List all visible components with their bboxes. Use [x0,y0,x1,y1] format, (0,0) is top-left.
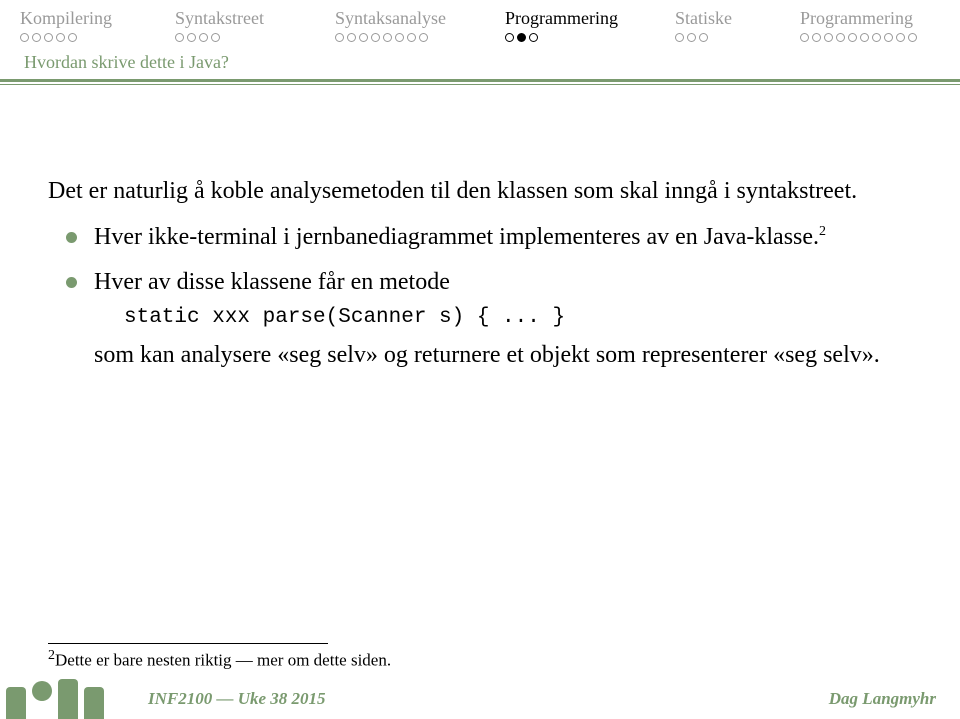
progress-dot [419,33,428,42]
bullet-item: Hver ikke-terminal i jernbanediagrammet … [72,221,912,253]
progress-dot [56,33,65,42]
code-line: static xxx parse(Scanner s) { ... } [124,304,912,332]
logo-bar [58,679,78,719]
progress-dot [699,33,708,42]
logo-icon [0,679,130,719]
progress-dot [800,33,809,42]
nav-sections: Kompilering Syntakstreet Syntaksanalyse Pro… [0,0,960,50]
logo-dot [32,681,52,701]
bullet-text: Hver av disse klassene får en metode [94,269,450,295]
footnote-area: 2Dette er bare nesten riktig — mer om de… [48,643,912,671]
progress-dot [211,33,220,42]
nav-label: Programmering [800,8,913,29]
footnote-body: Dette er bare nesten riktig — mer om det… [55,651,391,670]
progress-dot [44,33,53,42]
nav-item[interactable]: Programmering [800,8,940,48]
progress-dot [675,33,684,42]
progress-dot [860,33,869,42]
footer: INF2100 — Uke 38 2015 Dag Langmyhr [0,679,960,719]
progress-dot [175,33,184,42]
progress-dot [371,33,380,42]
nav-label: Syntakstreet [175,8,264,29]
footnote-text: 2Dette er bare nesten riktig — mer om de… [48,648,912,671]
intro-paragraph: Det er naturlig å koble analysemetoden t… [48,175,912,207]
bullet-text: Hver ikke-terminal i jernbanediagrammet … [94,224,819,250]
nav-progress-dots [335,33,428,42]
footer-right: Dag Langmyhr [829,689,936,709]
progress-dot [896,33,905,42]
nav-item[interactable]: Syntaksanalyse [335,8,505,48]
nav-item[interactable]: Statiske [675,8,800,48]
progress-dot [68,33,77,42]
footnote-rule [48,643,328,644]
progress-dot [812,33,821,42]
bullet-item: Hver av disse klassene får en metode stat… [72,266,912,371]
progress-dot [517,33,526,42]
progress-dot [32,33,41,42]
progress-dot [824,33,833,42]
nav-progress-dots [505,33,538,42]
progress-dot [687,33,696,42]
nav-progress-dots [175,33,220,42]
slide-content: Det er naturlig å koble analysemetoden t… [0,85,960,371]
nav-label: Syntaksanalyse [335,8,446,29]
subtitle-bar: Hvordan skrive dette i Java? [0,50,960,79]
progress-dot [529,33,538,42]
superscript: 2 [819,224,826,239]
section-subtitle: Hvordan skrive dette i Java? [24,52,229,72]
divider-thick [0,79,960,82]
nav-progress-dots [675,33,708,42]
progress-dot [20,33,29,42]
progress-dot [383,33,392,42]
nav-label: Statiske [675,8,732,29]
logo-bar [84,687,104,719]
progress-dot [872,33,881,42]
nav-item[interactable]: Programmering [505,8,675,48]
progress-dot [836,33,845,42]
nav-item[interactable]: Syntakstreet [175,8,335,48]
nav-progress-dots [20,33,77,42]
progress-dot [395,33,404,42]
bullet-list: Hver ikke-terminal i jernbanediagrammet … [48,221,912,371]
progress-dot [407,33,416,42]
progress-dot [884,33,893,42]
nav-item[interactable]: Kompilering [20,8,175,48]
nav-progress-dots [800,33,917,42]
logo-bar [6,687,26,719]
nav-label: Kompilering [20,8,112,29]
progress-dot [335,33,344,42]
progress-dot [908,33,917,42]
progress-dot [359,33,368,42]
progress-dot [347,33,356,42]
footnote-sup: 2 [48,648,55,663]
progress-dot [848,33,857,42]
bullet-text-after: som kan analysere «seg selv» og returner… [94,342,880,368]
progress-dot [199,33,208,42]
progress-dot [505,33,514,42]
progress-dot [187,33,196,42]
nav-label: Programmering [505,8,618,29]
footer-left: INF2100 — Uke 38 2015 [148,689,326,709]
